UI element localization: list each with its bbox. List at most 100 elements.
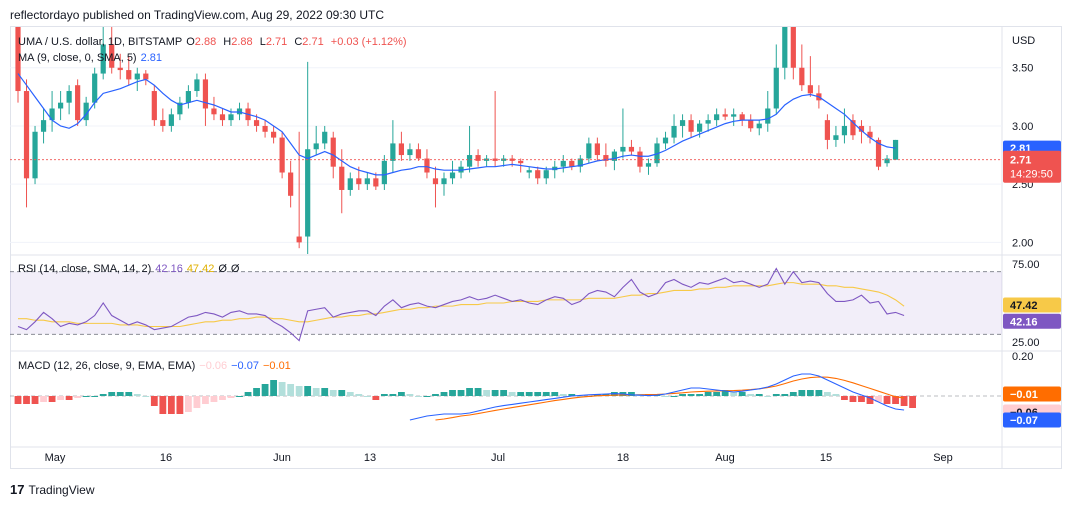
- macd-hist-bar: [900, 396, 908, 406]
- currency-label: USD: [1012, 35, 1035, 47]
- macd-hist-bar: [449, 390, 456, 396]
- macd-hist-bar: [380, 394, 388, 396]
- macd-hist-bar: [312, 388, 320, 396]
- footer: 17 TradingView: [10, 482, 95, 497]
- macd-tag: −0.07: [1010, 415, 1038, 427]
- macd-hist-bar: [730, 392, 738, 396]
- macd-hist-bar: [551, 392, 559, 396]
- candle: [66, 91, 72, 103]
- price-tick-label: 2.00: [1012, 237, 1033, 249]
- macd-hist-bar: [142, 396, 150, 397]
- macd-hist-bar: [355, 394, 363, 396]
- macd-hist-bar: [892, 396, 899, 404]
- macd-hist-bar: [346, 392, 354, 396]
- macd-hist-bar: [747, 394, 755, 396]
- candle: [398, 143, 404, 156]
- macd-hist-bar: [227, 396, 235, 398]
- candle: [782, 27, 788, 68]
- candle: [739, 114, 745, 121]
- candle: [23, 91, 30, 179]
- macd-hist-bar: [321, 388, 329, 396]
- chart-frame[interactable]: [10, 26, 1062, 469]
- macd-hist-bar: [287, 384, 295, 396]
- candle: [697, 123, 703, 132]
- macd-hist-bar: [559, 394, 567, 396]
- macd-hist-bar: [679, 394, 686, 396]
- time-tick-label: 15: [820, 452, 832, 464]
- candle: [671, 125, 677, 138]
- rsi-label[interactable]: RSI (14, close, SMA, 14, 2): [18, 263, 152, 275]
- macd-hist-bar: [500, 390, 508, 396]
- macd-hist-bar: [440, 392, 448, 396]
- rsi-tag-bg: [1003, 313, 1061, 329]
- macd-hist-bar: [696, 394, 703, 396]
- macd-hist-bar: [832, 394, 840, 396]
- candle: [185, 91, 191, 103]
- candle: [126, 70, 132, 80]
- ma-line: [17, 73, 896, 176]
- candle: [347, 178, 353, 190]
- macd-hist-bar: [295, 386, 303, 396]
- candle: [160, 120, 166, 126]
- candle: [466, 155, 473, 167]
- candle: [356, 178, 362, 185]
- candle: [867, 131, 873, 138]
- symbol-title[interactable]: UMA / U.S. dollar, 1D, BITSTAMP: [18, 36, 183, 48]
- macd-hist-bar: [525, 392, 533, 396]
- macd-hist-bar: [721, 390, 729, 396]
- macd-hist-bar: [466, 388, 473, 396]
- macd-hist-bar: [713, 392, 721, 396]
- ma-legend: MA (9, close, 0, SMA, 5) 2.81: [18, 52, 166, 64]
- macd-hist-bar: [278, 382, 286, 396]
- rsi-extra-2: Ø: [230, 263, 240, 275]
- candle: [305, 149, 311, 237]
- tradingview-logo-icon[interactable]: 17: [10, 482, 25, 497]
- macd-hist-bar: [116, 392, 124, 396]
- macd-hist-bar: [244, 392, 252, 396]
- candle: [279, 137, 285, 173]
- footer-brand[interactable]: TradingView: [28, 482, 95, 497]
- macd-hist-bar: [781, 394, 789, 396]
- open-value: 2.88: [194, 36, 217, 48]
- candle: [262, 125, 268, 132]
- macd-legend-value: −0.07: [231, 360, 259, 372]
- candle: [117, 67, 123, 71]
- macd-hist-bar: [14, 396, 22, 404]
- time-tick-label: 13: [364, 452, 376, 464]
- candle: [40, 120, 47, 132]
- macd-hist-bar: [849, 396, 857, 402]
- candle: [58, 102, 64, 109]
- time-tick-label: Jun: [273, 452, 291, 464]
- macd-hist-bar: [159, 396, 167, 414]
- rsi-tick-label: 75.00: [1012, 259, 1040, 271]
- macd-hist-bar: [772, 394, 780, 396]
- candle: [475, 155, 481, 161]
- macd-legend: MACD (12, 26, close, 9, EMA, EMA) −0.06 −0…: [18, 360, 295, 372]
- candle: [875, 139, 882, 167]
- candle: [219, 114, 226, 121]
- candle: [645, 163, 652, 167]
- macd-hist-bar: [210, 396, 218, 402]
- candle: [560, 160, 566, 167]
- candle: [100, 44, 106, 74]
- macd-tag-bg: [1003, 412, 1061, 428]
- low-label: L: [259, 36, 266, 48]
- macd-label[interactable]: MACD (12, 26, close, 9, EMA, EMA): [18, 360, 196, 372]
- macd-hist-bar: [576, 396, 584, 397]
- macd-hist-bar: [457, 390, 465, 396]
- signal-tag-bg: [1003, 386, 1061, 402]
- macd-hist-bar: [815, 390, 823, 396]
- candle: [228, 114, 234, 121]
- macd-hist-bar: [133, 394, 141, 396]
- ma-label[interactable]: MA (9, close, 0, SMA, 5): [18, 52, 137, 64]
- candle: [705, 120, 711, 124]
- candle: [679, 120, 686, 126]
- candle: [637, 151, 643, 167]
- candle: [407, 149, 413, 156]
- candle: [49, 108, 55, 121]
- candle: [15, 27, 21, 92]
- candle: [441, 178, 447, 185]
- candle: [714, 114, 720, 121]
- candle: [271, 131, 277, 138]
